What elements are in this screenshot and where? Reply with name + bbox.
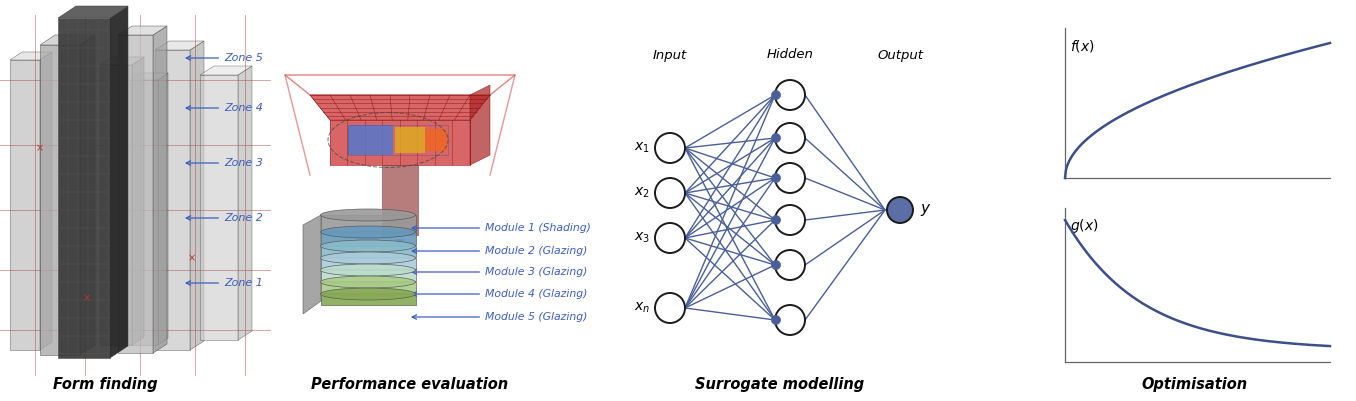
Polygon shape [80,35,95,355]
Bar [321,282,416,293]
Circle shape [776,163,805,193]
Polygon shape [58,6,127,18]
Text: $y$: $y$ [919,202,932,218]
Text: Hidden: Hidden [766,49,814,61]
Circle shape [772,316,781,324]
Bar [424,129,447,151]
Text: $f(x)$: $f(x)$ [1070,38,1094,54]
Text: Output: Output [877,49,923,61]
Text: $x_2$: $x_2$ [635,186,650,200]
Bar [321,258,416,269]
Bar [118,35,153,353]
Text: Zone 3: Zone 3 [186,158,263,168]
Text: ×: × [83,293,91,303]
Text: Surrogate modelling: Surrogate modelling [696,377,865,392]
Polygon shape [190,41,203,350]
Polygon shape [199,66,252,75]
Text: Zone 2: Zone 2 [186,213,263,223]
Text: Module 2 (Glazing): Module 2 (Glazing) [412,246,587,256]
Polygon shape [132,57,144,345]
Bar [382,165,418,235]
Polygon shape [130,73,168,80]
Text: Zone 5: Zone 5 [186,53,263,63]
Text: Form finding: Form finding [53,377,157,392]
Polygon shape [153,26,167,353]
Polygon shape [39,52,52,350]
Polygon shape [155,41,203,50]
Bar [395,127,424,153]
Bar [199,75,239,340]
Ellipse shape [320,264,415,276]
Bar [321,294,416,305]
Circle shape [776,80,805,110]
Text: Zone 1: Zone 1 [186,278,263,288]
Text: ×: × [37,143,43,153]
Circle shape [887,197,913,223]
Text: $x_3$: $x_3$ [635,231,650,245]
Circle shape [776,305,805,335]
Bar [321,246,416,257]
Bar [321,232,416,245]
Text: Performance evaluation: Performance evaluation [312,377,508,392]
Bar [348,125,447,155]
Text: Module 3 (Glazing): Module 3 (Glazing) [412,267,587,277]
Text: Input: Input [652,49,687,61]
Circle shape [772,174,781,182]
Polygon shape [110,6,127,358]
Circle shape [776,250,805,280]
Polygon shape [118,26,167,35]
Text: ×: × [188,253,197,263]
Circle shape [772,215,781,225]
Bar [39,45,80,355]
Ellipse shape [320,209,415,221]
Ellipse shape [320,288,415,300]
Polygon shape [330,120,471,165]
Bar [9,60,39,350]
Bar [321,270,416,281]
Text: Module 4 (Glazing): Module 4 (Glazing) [412,289,587,299]
Circle shape [772,134,781,142]
Polygon shape [311,95,490,120]
Polygon shape [9,52,52,60]
Polygon shape [302,215,321,314]
Text: Module 1 (Shading): Module 1 (Shading) [412,223,591,233]
Circle shape [772,91,781,99]
Circle shape [776,205,805,235]
Polygon shape [100,57,144,65]
Bar [100,65,132,345]
Circle shape [655,223,685,253]
Polygon shape [239,66,252,340]
Polygon shape [39,35,95,45]
Circle shape [655,133,685,163]
Bar [130,80,159,345]
Text: Zone 4: Zone 4 [186,103,263,113]
Circle shape [655,293,685,323]
Text: Optimisation: Optimisation [1142,377,1248,392]
Circle shape [776,123,805,153]
Text: $g(x)$: $g(x)$ [1070,217,1098,235]
Text: Module 5 (Glazing): Module 5 (Glazing) [412,312,587,322]
Polygon shape [471,85,490,165]
Bar [321,215,416,231]
Text: $x_n$: $x_n$ [633,301,650,315]
Ellipse shape [320,276,415,288]
Circle shape [655,178,685,208]
Ellipse shape [320,252,415,264]
Polygon shape [159,73,168,345]
Text: $x_1$: $x_1$ [635,141,650,155]
Ellipse shape [320,240,415,252]
Bar [58,18,110,358]
Circle shape [772,261,781,269]
Bar [155,50,190,350]
Ellipse shape [320,226,415,238]
Bar [348,125,393,155]
